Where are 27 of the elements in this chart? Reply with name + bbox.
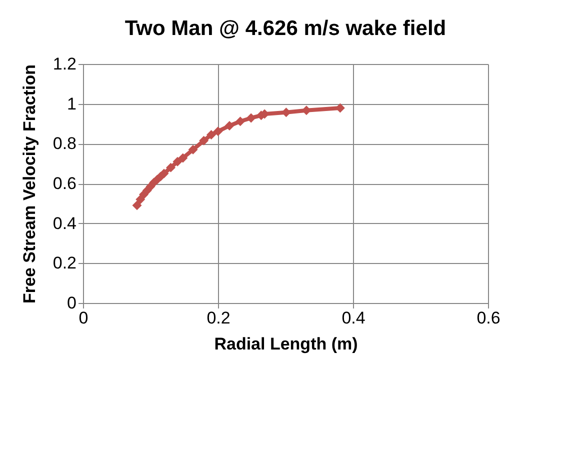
point <box>246 113 256 123</box>
point <box>213 126 223 136</box>
y-tick-label: 1.2 <box>52 54 76 74</box>
point <box>206 130 216 140</box>
x-tick-label: 0.2 <box>206 308 230 328</box>
x-axis-title: Radial Length (m) <box>214 334 358 354</box>
point <box>224 121 234 130</box>
y-tick-label: 0.2 <box>52 254 76 273</box>
x-tick-label: 0 <box>78 308 88 328</box>
y-tick-label: 0.4 <box>52 214 76 233</box>
x-tick-label: 0.4 <box>342 308 366 328</box>
point <box>236 116 246 126</box>
y-tick-label: 0 <box>67 294 76 312</box>
point <box>188 144 198 154</box>
point <box>166 162 176 172</box>
point <box>172 156 182 166</box>
point <box>136 194 146 204</box>
point <box>159 168 169 178</box>
y-tick-label: 0.8 <box>52 134 76 154</box>
y-tick-label: 0.6 <box>52 174 76 193</box>
x-tick-label: 0.6 <box>476 308 500 328</box>
y-axis-title: Free Stream Velocity Fraction <box>20 64 39 304</box>
point <box>199 136 209 146</box>
point <box>178 153 188 163</box>
point <box>132 200 142 210</box>
chart-title: Two Man @ 4.626 m/s wake field <box>124 17 446 40</box>
y-tick-label: 1 <box>67 94 76 114</box>
